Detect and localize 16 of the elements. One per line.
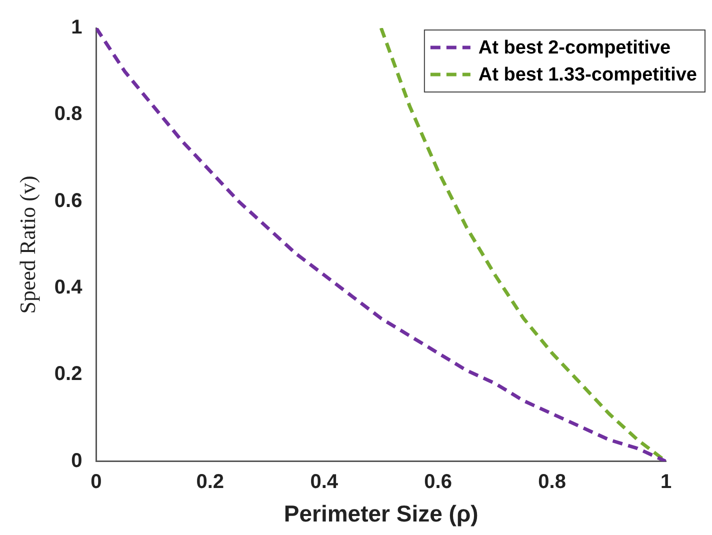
y-axis-title: Speed Ratio (v) (14, 176, 40, 314)
y-tick-label: 0 (71, 450, 82, 472)
y-tick-label: 0.4 (54, 276, 84, 299)
x-tick-label: 1 (660, 470, 672, 493)
y-tick-label: 0.2 (54, 363, 82, 386)
y-tick-label: 1 (71, 16, 82, 39)
legend-label: At best 2-competitive (478, 38, 671, 59)
y-tick-label: 0.6 (54, 190, 82, 212)
x-tick-label: 0.6 (424, 470, 452, 493)
legend-label: At best 1.33-competitive (478, 64, 698, 86)
x-tick-label: 0.8 (538, 470, 566, 493)
x-tick-label: 0 (90, 470, 102, 493)
x-tick-label: 0.4 (310, 470, 339, 493)
x-tick-label: 0.2 (196, 470, 224, 493)
x-axis-title: Perimeter Size (ρ) (284, 500, 478, 527)
y-tick-label: 0.8 (54, 103, 82, 126)
